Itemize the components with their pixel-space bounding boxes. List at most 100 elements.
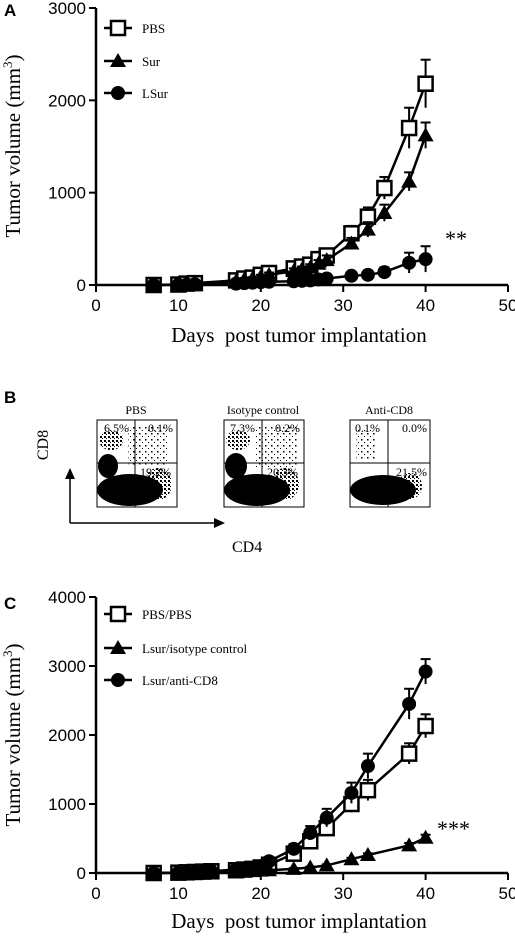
- data-point-circle: [344, 268, 359, 283]
- y-tick-label: 0: [77, 276, 86, 295]
- data-point-circle: [319, 271, 334, 286]
- y-tick-label: 3000: [48, 657, 86, 676]
- legend-item: Lsur/isotype control: [104, 640, 247, 656]
- x-tick-label: 20: [251, 296, 270, 315]
- y-tick-label: 3000: [48, 0, 86, 18]
- cd8-population-core: [98, 454, 118, 478]
- y-tick-label: 4000: [48, 588, 86, 607]
- facs-plot-pbs: PBS 6.5% 0.1% 19.2%: [96, 403, 178, 508]
- cd4-population: [144, 468, 172, 500]
- data-point-triangle: [359, 221, 376, 236]
- legend-label: PBS: [142, 21, 165, 36]
- legend-a: PBS Sur LSur: [104, 19, 169, 101]
- facs-plot-title: PBS: [125, 403, 146, 417]
- data-point-triangle: [302, 259, 319, 274]
- x-tick-label: 20: [251, 884, 270, 903]
- series-layer-c: [145, 658, 434, 882]
- legend-item: LSur: [104, 86, 169, 101]
- data-point-triangle: [376, 204, 393, 219]
- legend-marker-square: [109, 19, 127, 37]
- panel-letter-a: A: [4, 1, 16, 20]
- y-tick-label: 2000: [48, 91, 86, 110]
- cd8-axis-label: CD8: [35, 430, 52, 460]
- cd8-population-core: [225, 453, 247, 479]
- data-point-triangle: [318, 857, 335, 872]
- upper-left-percent: 0.1%: [355, 421, 380, 435]
- ticks-c: 0 10 20 30 40 50 0 1000 2000 3000 4000: [48, 588, 515, 903]
- upper-left-percent: 7.3%: [230, 421, 255, 435]
- x-tick-label: 10: [169, 296, 188, 315]
- lower-right-percent: 21.5%: [396, 465, 427, 479]
- lower-right-percent: 19.2%: [140, 465, 171, 479]
- series-lsur: [146, 245, 433, 292]
- y-tick-label: 2000: [48, 726, 86, 745]
- y-tick-label: 1000: [48, 795, 86, 814]
- data-point-triangle: [417, 127, 434, 142]
- cd4-axis-label: CD4: [232, 539, 262, 556]
- legend-marker-circle: [111, 673, 125, 687]
- data-point-triangle: [261, 862, 278, 877]
- x-tick-label: 0: [91, 884, 100, 903]
- data-point-triangle: [310, 255, 327, 270]
- legend-item: PBS/PBS: [104, 605, 192, 623]
- upper-right-percent: 0.2%: [275, 421, 300, 435]
- facs-plot-title: Anti-CD8: [365, 403, 413, 417]
- data-point-circle: [286, 841, 301, 856]
- significance-marker-c: ***: [437, 816, 470, 841]
- data-point-circle: [418, 664, 433, 679]
- data-point-circle: [262, 274, 277, 289]
- cd8-population: [99, 430, 123, 450]
- legend-item: Lsur/anti-CD8: [104, 673, 218, 688]
- data-point-square: [417, 75, 434, 92]
- data-point-triangle: [401, 173, 418, 188]
- y-axis-title: Tumor volume (mm3): [0, 54, 25, 237]
- series-layer-a: [145, 58, 434, 294]
- x-tick-label: 30: [334, 884, 353, 903]
- legend-marker-circle: [111, 86, 125, 100]
- series-pbs-pbs: [145, 713, 434, 882]
- legend-label: LSur: [142, 86, 169, 101]
- x-tick-label: 50: [499, 884, 515, 903]
- facs-plot-title: Isotype control: [227, 403, 300, 417]
- facs-plot-isotype: Isotype control 7.3% 0.2% 20.3%: [223, 403, 305, 508]
- data-point-triangle: [359, 847, 376, 862]
- arrowhead-right: [214, 518, 225, 528]
- y-axis-title: Tumor volume (mm3): [0, 643, 25, 826]
- legend-label: PBS/PBS: [142, 607, 192, 622]
- data-point-circle: [187, 277, 202, 292]
- data-point-circle: [204, 864, 219, 879]
- data-point-circle: [360, 759, 375, 774]
- legend-item: Sur: [104, 53, 161, 69]
- data-point-square: [400, 745, 418, 762]
- data-point-circle: [319, 810, 334, 825]
- data-point-circle: [402, 696, 417, 711]
- arrowhead-up: [65, 468, 75, 479]
- series-lsur-anti-cd8: [146, 658, 433, 880]
- scatter-noise: [356, 430, 376, 460]
- data-point-circle: [377, 265, 392, 280]
- cd8-population: [226, 430, 250, 450]
- data-point-square: [359, 781, 377, 799]
- data-point-triangle: [302, 859, 319, 874]
- panel-letter-b: B: [4, 388, 16, 407]
- legend-item: PBS: [104, 19, 165, 37]
- ticks-a: 0 10 20 30 40 50 0 1000 2000 3000: [48, 0, 515, 315]
- x-tick-label: 40: [416, 296, 435, 315]
- data-point-circle: [418, 252, 433, 267]
- data-point-triangle: [285, 860, 302, 875]
- data-point-triangle: [417, 829, 434, 844]
- y-tick-label: 1000: [48, 184, 86, 203]
- data-point-square: [376, 179, 393, 197]
- data-point-circle: [146, 866, 161, 880]
- lower-right-percent: 20.3%: [267, 465, 298, 479]
- panel-letter-c: C: [4, 594, 16, 613]
- facs-plot-anti-cd8: Anti-CD8 0.1% 0.0% 21.5%: [349, 403, 431, 508]
- data-point-circle: [262, 854, 277, 869]
- data-point-circle: [360, 267, 375, 282]
- x-tick-label: 40: [416, 884, 435, 903]
- legend-marker-triangle: [110, 640, 126, 654]
- upper-right-percent: 0.0%: [402, 421, 427, 435]
- data-point-triangle: [343, 851, 360, 866]
- cd4-population: [271, 468, 299, 500]
